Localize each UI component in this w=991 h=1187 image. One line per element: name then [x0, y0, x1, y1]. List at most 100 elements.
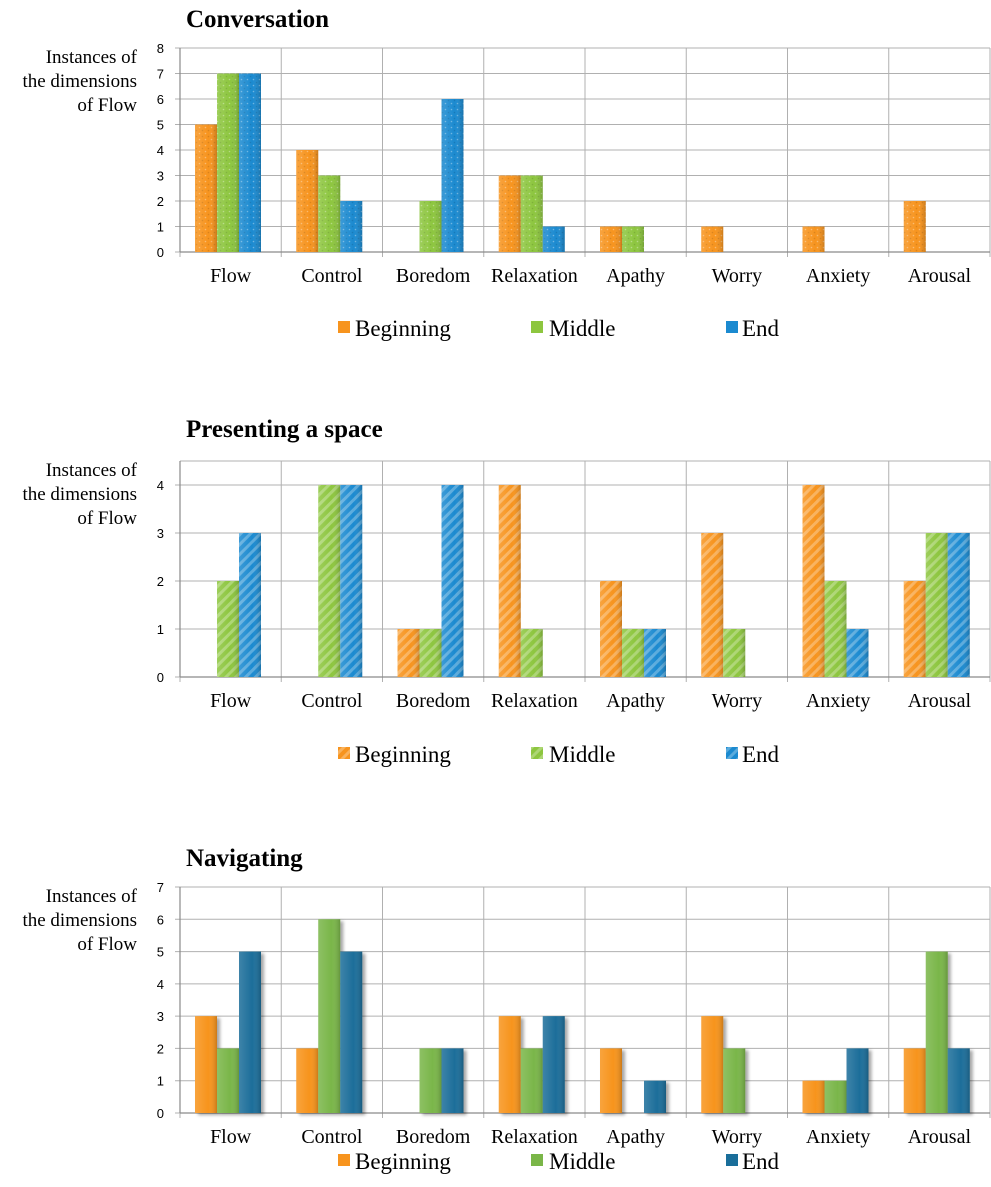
y-tick-label: 3	[157, 1009, 164, 1024]
x-tick-label: Worry	[712, 1126, 763, 1148]
bar-end-flow	[239, 951, 261, 1113]
bar-end-arousal	[947, 533, 970, 677]
y-tick-label: 4	[157, 143, 164, 158]
bar-beginning-boredom	[397, 629, 420, 677]
y-tick-label: 1	[157, 220, 164, 235]
bar-shade	[498, 485, 521, 677]
x-tick-label: Arousal	[908, 690, 972, 712]
legend-label: Beginning	[355, 316, 451, 341]
x-tick-label: Relaxation	[491, 1126, 578, 1148]
x-tick-label: Relaxation	[491, 690, 578, 712]
bar-shade	[600, 581, 622, 677]
x-tick-label: Boredom	[396, 690, 471, 712]
bar-shade	[239, 533, 261, 677]
bar-shade	[925, 951, 948, 1113]
bar-beginning-arousal	[903, 201, 926, 252]
bar-shade	[498, 175, 521, 252]
bar-beginning-arousal	[903, 1048, 926, 1113]
x-tick-label: Boredom	[396, 1126, 471, 1148]
bar-shade	[239, 73, 261, 252]
bar-middle-flow	[217, 581, 239, 677]
legend-label: Middle	[549, 742, 615, 767]
y-tick-label: 4	[157, 478, 164, 493]
y-axis-label-line: Instances of	[46, 460, 138, 481]
bar-shade	[600, 226, 622, 252]
x-tick-label: Apathy	[606, 1126, 665, 1148]
x-tick-label: Control	[301, 690, 363, 712]
bar-shade	[903, 1048, 926, 1113]
bar-beginning-worry	[701, 533, 724, 677]
y-axis-label-line: the dimensions	[22, 484, 137, 505]
y-tick-label: 5	[157, 945, 164, 960]
bar-shade	[947, 533, 970, 677]
bar-shade	[520, 175, 543, 252]
bar-end-control	[340, 201, 363, 252]
x-tick-label: Anxiety	[806, 1126, 870, 1148]
bar-shade	[802, 485, 825, 677]
bar-shade	[217, 73, 239, 252]
legend-label: Beginning	[355, 742, 451, 767]
bar-shade	[701, 533, 724, 677]
y-axis-label-line: the dimensions	[22, 71, 137, 92]
bar-shade	[542, 226, 565, 252]
x-tick-label: Relaxation	[491, 265, 578, 287]
legend-swatch-texture	[338, 747, 350, 759]
legend-label: Middle	[549, 1149, 615, 1174]
legend-label: End	[742, 316, 780, 341]
chart-title: Conversation	[186, 6, 329, 33]
bar-shade	[441, 485, 464, 677]
bar-shade	[701, 226, 724, 252]
bar-shade	[498, 1016, 521, 1113]
bar-shade	[520, 1048, 543, 1113]
x-tick-label: Flow	[210, 1126, 252, 1148]
legend-label: Middle	[549, 316, 615, 341]
bar-middle-apathy	[622, 629, 644, 677]
bar-shade	[318, 485, 341, 677]
bar-shade	[296, 150, 319, 252]
y-tick-label: 0	[157, 670, 164, 685]
bar-middle-relaxation	[520, 629, 543, 677]
bar-middle-control	[318, 919, 341, 1113]
bar-middle-arousal	[925, 533, 948, 677]
bar-shade	[600, 1048, 622, 1113]
x-tick-label: Anxiety	[806, 265, 870, 287]
bar-beginning-flow	[195, 1016, 217, 1113]
bar-shade	[802, 1080, 825, 1113]
bar-middle-boredom	[419, 629, 442, 677]
bar-shade	[340, 485, 363, 677]
bar-shade	[824, 581, 847, 677]
legend-swatch-texture	[726, 747, 738, 759]
bar-shade	[340, 201, 363, 252]
bar-end-arousal	[947, 1048, 970, 1113]
bar-beginning-flow	[195, 124, 217, 252]
bar-beginning-apathy	[600, 226, 622, 252]
bar-end-boredom	[441, 485, 464, 677]
bar-beginning-anxiety	[802, 226, 825, 252]
bar-shade	[947, 1048, 970, 1113]
bar-middle-flow	[217, 1048, 239, 1113]
y-tick-label: 3	[157, 169, 164, 184]
bar-end-boredom	[441, 99, 464, 252]
y-tick-label: 0	[157, 1106, 164, 1121]
bar-end-relaxation	[542, 1016, 565, 1113]
bar-beginning-control	[296, 1048, 319, 1113]
bar-shade	[846, 1048, 869, 1113]
chart-2: Presenting a space Instances of the dimens…	[22, 416, 991, 767]
bar-shade	[318, 175, 341, 252]
legend-swatch	[531, 321, 543, 333]
bar-beginning-relaxation	[498, 175, 521, 252]
bar-shade	[802, 226, 825, 252]
bar-middle-control	[318, 175, 341, 252]
bar-shade	[318, 919, 341, 1113]
legend-swatch	[726, 1154, 738, 1166]
bar-shade	[217, 581, 239, 677]
y-tick-label: 2	[157, 574, 164, 589]
y-tick-label: 7	[157, 880, 164, 895]
bar-shade	[419, 201, 442, 252]
bar-end-flow	[239, 533, 261, 677]
bar-beginning-control	[296, 150, 319, 252]
bar-end-anxiety	[846, 629, 869, 677]
legend-label: Beginning	[355, 1149, 451, 1174]
bar-beginning-anxiety	[802, 485, 825, 677]
legend-swatch	[338, 1154, 350, 1166]
